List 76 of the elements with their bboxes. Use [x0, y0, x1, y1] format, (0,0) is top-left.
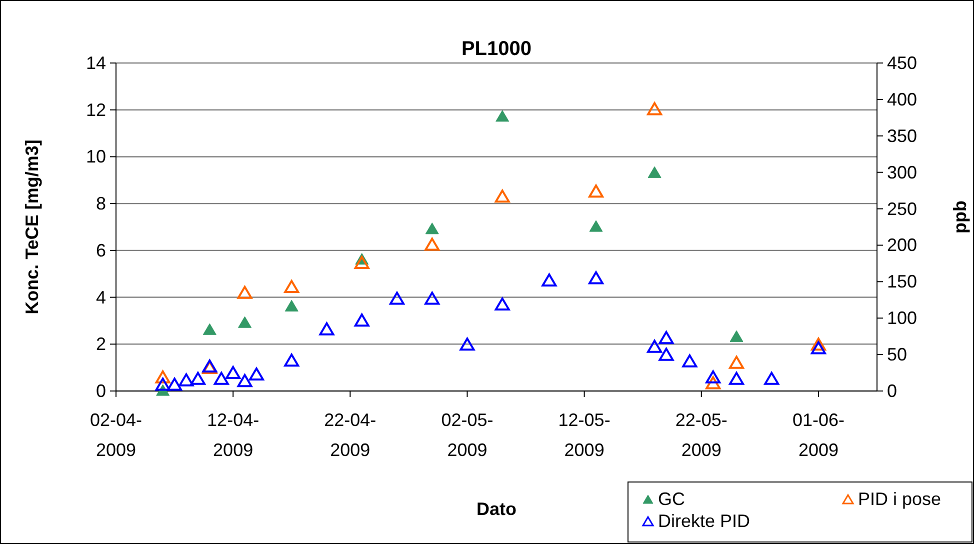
y2-tick-label: 300: [887, 162, 918, 182]
point: [658, 348, 674, 361]
point: [764, 372, 780, 385]
point: [729, 372, 744, 385]
y-tick-label: 4: [96, 287, 106, 308]
y2-tick-label: 100: [887, 308, 918, 328]
point: [238, 316, 252, 328]
point: [424, 292, 440, 305]
point: [730, 330, 744, 342]
y-tick-label: 10: [86, 146, 106, 167]
point: [588, 271, 604, 284]
legend-label: Direkte PID: [658, 511, 750, 531]
point: [810, 338, 826, 351]
point: [706, 376, 721, 390]
y2-tick-label: 450: [887, 53, 918, 73]
point: [167, 378, 182, 391]
point: [494, 190, 510, 203]
y2-tick-label: 400: [887, 89, 918, 110]
point: [494, 297, 510, 311]
point: [354, 256, 370, 269]
point: [155, 370, 170, 384]
y-axis-title: Konc. TeCE [mg/m3]: [22, 140, 42, 314]
point: [354, 314, 370, 327]
y2-tick-label: 350: [887, 126, 918, 146]
x-tick-label: 02-05-2009: [441, 410, 494, 460]
point: [178, 373, 194, 386]
point: [226, 366, 241, 380]
point: [460, 338, 475, 351]
chart-title: PL1000: [461, 38, 532, 60]
x-tick-label: 22-04-2009: [324, 410, 376, 460]
x-axis-title: Dato: [476, 499, 517, 519]
point: [496, 110, 510, 122]
x-tick-label: 12-04-2009: [207, 410, 260, 460]
x-tick-label: 01-06-2009: [792, 410, 844, 460]
y-tick-label: 6: [96, 240, 106, 260]
y-tick-label: 12: [86, 100, 106, 120]
point: [706, 370, 721, 384]
point: [424, 238, 440, 251]
point: [648, 166, 662, 178]
point: [190, 372, 206, 385]
y2-axis-title: ppb: [950, 200, 970, 234]
point: [284, 354, 300, 367]
point: [237, 374, 252, 388]
y2-tick-label: 0: [887, 381, 898, 401]
y2-tick-label: 250: [887, 198, 918, 219]
y-tick-label: 2: [96, 334, 106, 354]
point: [589, 220, 603, 232]
point: [214, 372, 229, 385]
x-tick-label: 02-04-2009: [90, 410, 142, 460]
point: [284, 300, 298, 312]
point: [682, 354, 698, 368]
point: [319, 322, 334, 336]
legend-label: PID i pose: [858, 489, 942, 509]
point: [155, 378, 170, 391]
point: [284, 280, 300, 294]
point: [542, 273, 557, 286]
point: [588, 184, 604, 198]
y2-tick-label: 50: [887, 344, 908, 365]
point: [810, 341, 826, 354]
y-tick-label: 0: [96, 381, 106, 401]
y2-tick-label: 200: [887, 235, 918, 256]
point: [658, 331, 674, 344]
x-tick-label: 12-05-2009: [558, 410, 610, 460]
point: [729, 356, 744, 369]
point: [202, 323, 216, 335]
y-tick-label: 8: [96, 194, 106, 214]
point: [425, 222, 439, 234]
point: [237, 286, 252, 299]
y2-tick-label: 150: [887, 272, 918, 292]
x-tick-label: 22-05-2009: [675, 410, 728, 460]
legend-label: GC: [658, 489, 685, 509]
point: [647, 340, 662, 353]
point: [647, 102, 662, 116]
point: [248, 367, 264, 381]
y-tick-label: 14: [86, 53, 106, 73]
point: [389, 292, 404, 305]
